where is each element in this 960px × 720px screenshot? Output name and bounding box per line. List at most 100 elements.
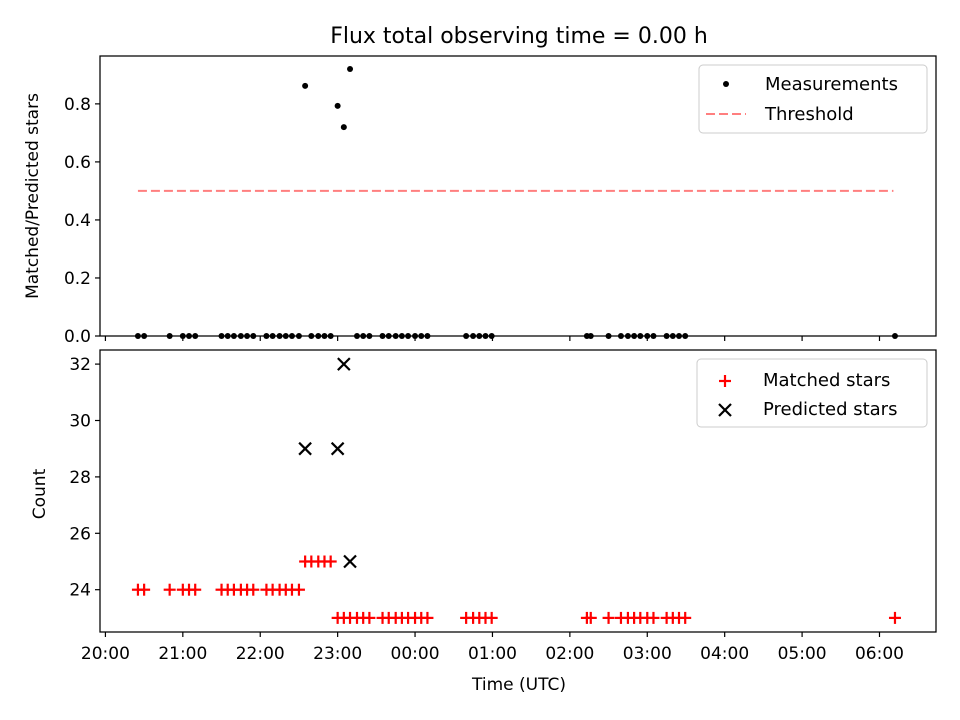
measurement-point bbox=[192, 333, 199, 339]
measurement-point bbox=[282, 333, 289, 339]
measurement-point bbox=[244, 333, 251, 339]
legend-measurements-label: Measurements bbox=[765, 74, 898, 95]
legend-threshold-label: Threshold bbox=[764, 104, 854, 125]
measurement-point bbox=[308, 333, 315, 339]
y-tick-label: 0.4 bbox=[64, 211, 91, 231]
measurement-point bbox=[295, 333, 302, 339]
measurement-point bbox=[315, 333, 322, 339]
matched-star-point bbox=[138, 583, 151, 596]
measurement-point bbox=[230, 333, 237, 339]
measurement-point bbox=[385, 333, 392, 339]
legend-matched-marker bbox=[719, 375, 731, 387]
measurement-point bbox=[631, 333, 638, 339]
legend-matched-label: Matched stars bbox=[763, 370, 890, 391]
x-tick-label: 06:00 bbox=[855, 644, 904, 664]
predicted-star-point bbox=[330, 441, 345, 456]
measurement-point bbox=[476, 333, 483, 339]
measurement-point bbox=[379, 333, 386, 339]
matched-star-point bbox=[602, 611, 615, 624]
chart-title: Flux total observing time = 0.00 h bbox=[330, 24, 708, 49]
matched-star-point bbox=[421, 611, 434, 624]
measurement-point bbox=[327, 333, 334, 339]
matched-star-point bbox=[163, 583, 176, 596]
measurement-point bbox=[605, 333, 612, 339]
measurement-point bbox=[250, 333, 257, 339]
y-tick-label: 28 bbox=[69, 468, 91, 488]
matched-star-point bbox=[247, 583, 260, 596]
measurement-point bbox=[340, 124, 347, 131]
measurement-point bbox=[398, 333, 405, 339]
measurement-point bbox=[891, 333, 898, 339]
y-tick-label: 0.0 bbox=[64, 327, 91, 347]
measurement-point bbox=[237, 333, 244, 339]
legend-measurements-marker bbox=[723, 81, 729, 87]
y-tick-label: 0.2 bbox=[64, 269, 91, 289]
measurement-point bbox=[321, 333, 328, 339]
top-panel: 0.0 0.2 0.4 0.6 0.8 Matched/Predicted stars bbox=[23, 55, 937, 347]
measurement-point bbox=[482, 333, 489, 339]
predicted-star-points bbox=[298, 357, 357, 569]
measurement-point bbox=[663, 333, 670, 339]
x-tick-label: 02:00 bbox=[545, 644, 594, 664]
measurement-point bbox=[302, 82, 309, 89]
measurement-point bbox=[682, 333, 689, 339]
measurement-point bbox=[218, 333, 225, 339]
measurement-point bbox=[263, 333, 270, 339]
predicted-star-point bbox=[343, 554, 357, 569]
bottom-panel-frame bbox=[99, 349, 937, 633]
measurement-point bbox=[669, 333, 676, 339]
legend-predicted-label: Predicted stars bbox=[763, 399, 897, 420]
measurement-point bbox=[418, 333, 425, 339]
matched-star-point bbox=[647, 611, 660, 624]
x-tick-label: 04:00 bbox=[700, 644, 749, 664]
x-tick-label: 05:00 bbox=[778, 644, 827, 664]
measurement-point bbox=[587, 333, 594, 339]
y-tick-label: 0.6 bbox=[64, 153, 91, 173]
measurement-point bbox=[424, 333, 431, 339]
x-tick-label: 20:00 bbox=[81, 644, 130, 664]
measurement-point bbox=[224, 333, 231, 339]
matched-star-point bbox=[485, 611, 498, 624]
measurement-point bbox=[644, 333, 651, 339]
measurement-point bbox=[392, 333, 399, 339]
measurement-point bbox=[676, 333, 683, 339]
measurement-point bbox=[179, 333, 186, 339]
matched-star-point bbox=[888, 611, 901, 624]
measurement-point bbox=[134, 333, 141, 339]
measurement-points bbox=[134, 66, 898, 339]
y-tick-label: 32 bbox=[69, 355, 91, 375]
bottom-x-axis: 20:00 21:00 22:00 23:00 00:00 01:00 02:00 03:00… bbox=[81, 632, 904, 664]
measurement-point bbox=[470, 333, 477, 339]
measurement-point bbox=[186, 333, 193, 339]
measurement-point bbox=[360, 333, 367, 339]
matched-star-point bbox=[584, 611, 597, 624]
top-legend-box bbox=[698, 64, 928, 134]
measurement-point bbox=[412, 333, 419, 339]
measurement-point bbox=[334, 102, 341, 109]
measurement-point bbox=[637, 333, 644, 339]
measurement-point bbox=[488, 333, 495, 339]
matched-star-point bbox=[324, 555, 337, 568]
measurement-point bbox=[366, 333, 373, 339]
x-tick-label: 21:00 bbox=[158, 644, 207, 664]
measurement-point bbox=[276, 333, 283, 339]
x-tick-label: 01:00 bbox=[468, 644, 517, 664]
measurement-point bbox=[405, 333, 412, 339]
matched-star-points bbox=[131, 555, 901, 624]
y-tick-label: 24 bbox=[69, 581, 91, 601]
predicted-star-point bbox=[337, 357, 351, 371]
top-y-axis-label: Matched/Predicted stars bbox=[23, 93, 43, 299]
x-axis-label: Time (UTC) bbox=[471, 675, 566, 695]
bottom-legend: Matched stars Predicted stars bbox=[696, 358, 928, 428]
matched-star-point bbox=[292, 583, 305, 596]
measurement-point bbox=[347, 66, 354, 73]
measurement-point bbox=[141, 333, 148, 339]
x-tick-label: 03:00 bbox=[623, 644, 672, 664]
matched-star-point bbox=[679, 611, 692, 624]
top-legend: Measurements Threshold bbox=[698, 64, 928, 134]
x-tick-label: 22:00 bbox=[236, 644, 285, 664]
x-tick-label: 00:00 bbox=[391, 644, 440, 664]
y-tick-label: 26 bbox=[69, 524, 91, 544]
top-y-axis: 0.0 0.2 0.4 0.6 0.8 bbox=[64, 95, 100, 347]
